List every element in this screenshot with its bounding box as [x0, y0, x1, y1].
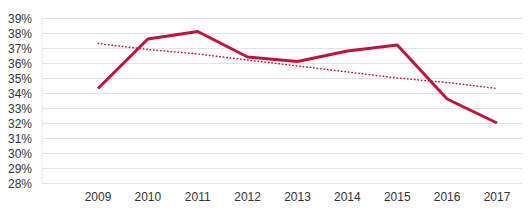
- x-tick-label: 2014: [334, 190, 361, 204]
- grid-line: [42, 168, 522, 169]
- y-tick-label: 33%: [8, 102, 32, 116]
- y-tick-label: 34%: [8, 87, 32, 101]
- y-tick-label: 35%: [8, 72, 32, 86]
- grid: [42, 19, 522, 184]
- chart: 28%29%30%31%32%33%34%35%36%37%38%39% 2009…: [0, 0, 530, 215]
- chart-container: 28%29%30%31%32%33%34%35%36%37%38%39% 2009…: [0, 0, 530, 215]
- trend-line: [98, 44, 497, 89]
- y-tick-label: 36%: [8, 57, 32, 71]
- grid-line: [42, 18, 522, 19]
- x-tick-label: 2010: [135, 190, 162, 204]
- y-axis-line: [42, 18, 43, 183]
- y-tick-label: 38%: [8, 27, 32, 41]
- grid-line: [42, 33, 522, 34]
- x-tick-label: 2016: [434, 190, 461, 204]
- plot-area: [98, 32, 497, 124]
- y-tick-label: 32%: [8, 117, 32, 131]
- grid-line: [42, 48, 522, 49]
- y-tick-label: 29%: [8, 162, 32, 176]
- x-tick-label: 2011: [185, 190, 211, 204]
- grid-line: [42, 123, 522, 124]
- grid-line: [42, 138, 522, 139]
- grid-line: [42, 93, 522, 94]
- y-tick-label: 39%: [8, 12, 32, 26]
- grid-line: [42, 78, 522, 79]
- data-line: [98, 32, 497, 124]
- x-tick-label: 2012: [234, 190, 261, 204]
- y-tick-label: 28%: [8, 177, 32, 191]
- y-tick-label: 31%: [8, 132, 32, 146]
- x-tick-label: 2015: [384, 190, 411, 204]
- x-tick-label: 2009: [85, 190, 112, 204]
- x-tick-label: 2013: [284, 190, 311, 204]
- y-tick-label: 37%: [8, 42, 32, 56]
- grid-line: [42, 153, 522, 154]
- grid-line: [42, 183, 522, 184]
- x-tick-label: 2017: [484, 190, 511, 204]
- y-tick-label: 30%: [8, 147, 32, 161]
- grid-line: [42, 108, 522, 109]
